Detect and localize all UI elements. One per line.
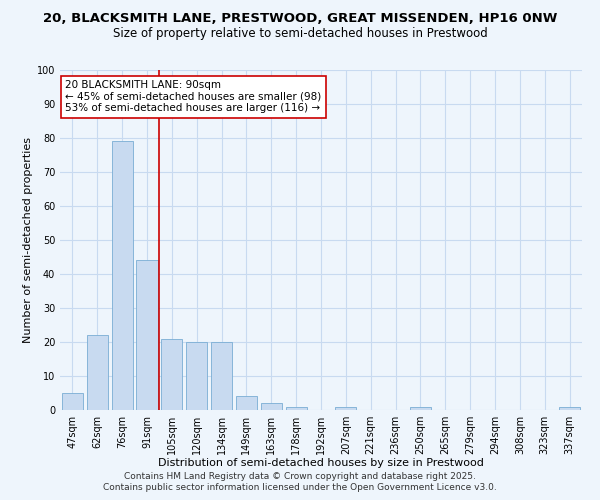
Bar [112, 142, 133, 410]
Bar [136, 260, 158, 410]
Bar [286, 406, 307, 410]
Text: 20, BLACKSMITH LANE, PRESTWOOD, GREAT MISSENDEN, HP16 0NW: 20, BLACKSMITH LANE, PRESTWOOD, GREAT MI… [43, 12, 557, 26]
Bar [261, 403, 282, 410]
Y-axis label: Number of semi-detached properties: Number of semi-detached properties [23, 137, 32, 343]
Bar [161, 338, 182, 410]
Bar [236, 396, 257, 410]
Text: Contains HM Land Registry data © Crown copyright and database right 2025.: Contains HM Land Registry data © Crown c… [124, 472, 476, 481]
Bar [559, 406, 580, 410]
Bar [211, 342, 232, 410]
Bar [335, 406, 356, 410]
Bar [62, 393, 83, 410]
X-axis label: Distribution of semi-detached houses by size in Prestwood: Distribution of semi-detached houses by … [158, 458, 484, 468]
Bar [410, 406, 431, 410]
Text: 20 BLACKSMITH LANE: 90sqm
← 45% of semi-detached houses are smaller (98)
53% of : 20 BLACKSMITH LANE: 90sqm ← 45% of semi-… [65, 80, 322, 114]
Text: Size of property relative to semi-detached houses in Prestwood: Size of property relative to semi-detach… [113, 28, 487, 40]
Bar [87, 335, 108, 410]
Text: Contains public sector information licensed under the Open Government Licence v3: Contains public sector information licen… [103, 484, 497, 492]
Bar [186, 342, 207, 410]
